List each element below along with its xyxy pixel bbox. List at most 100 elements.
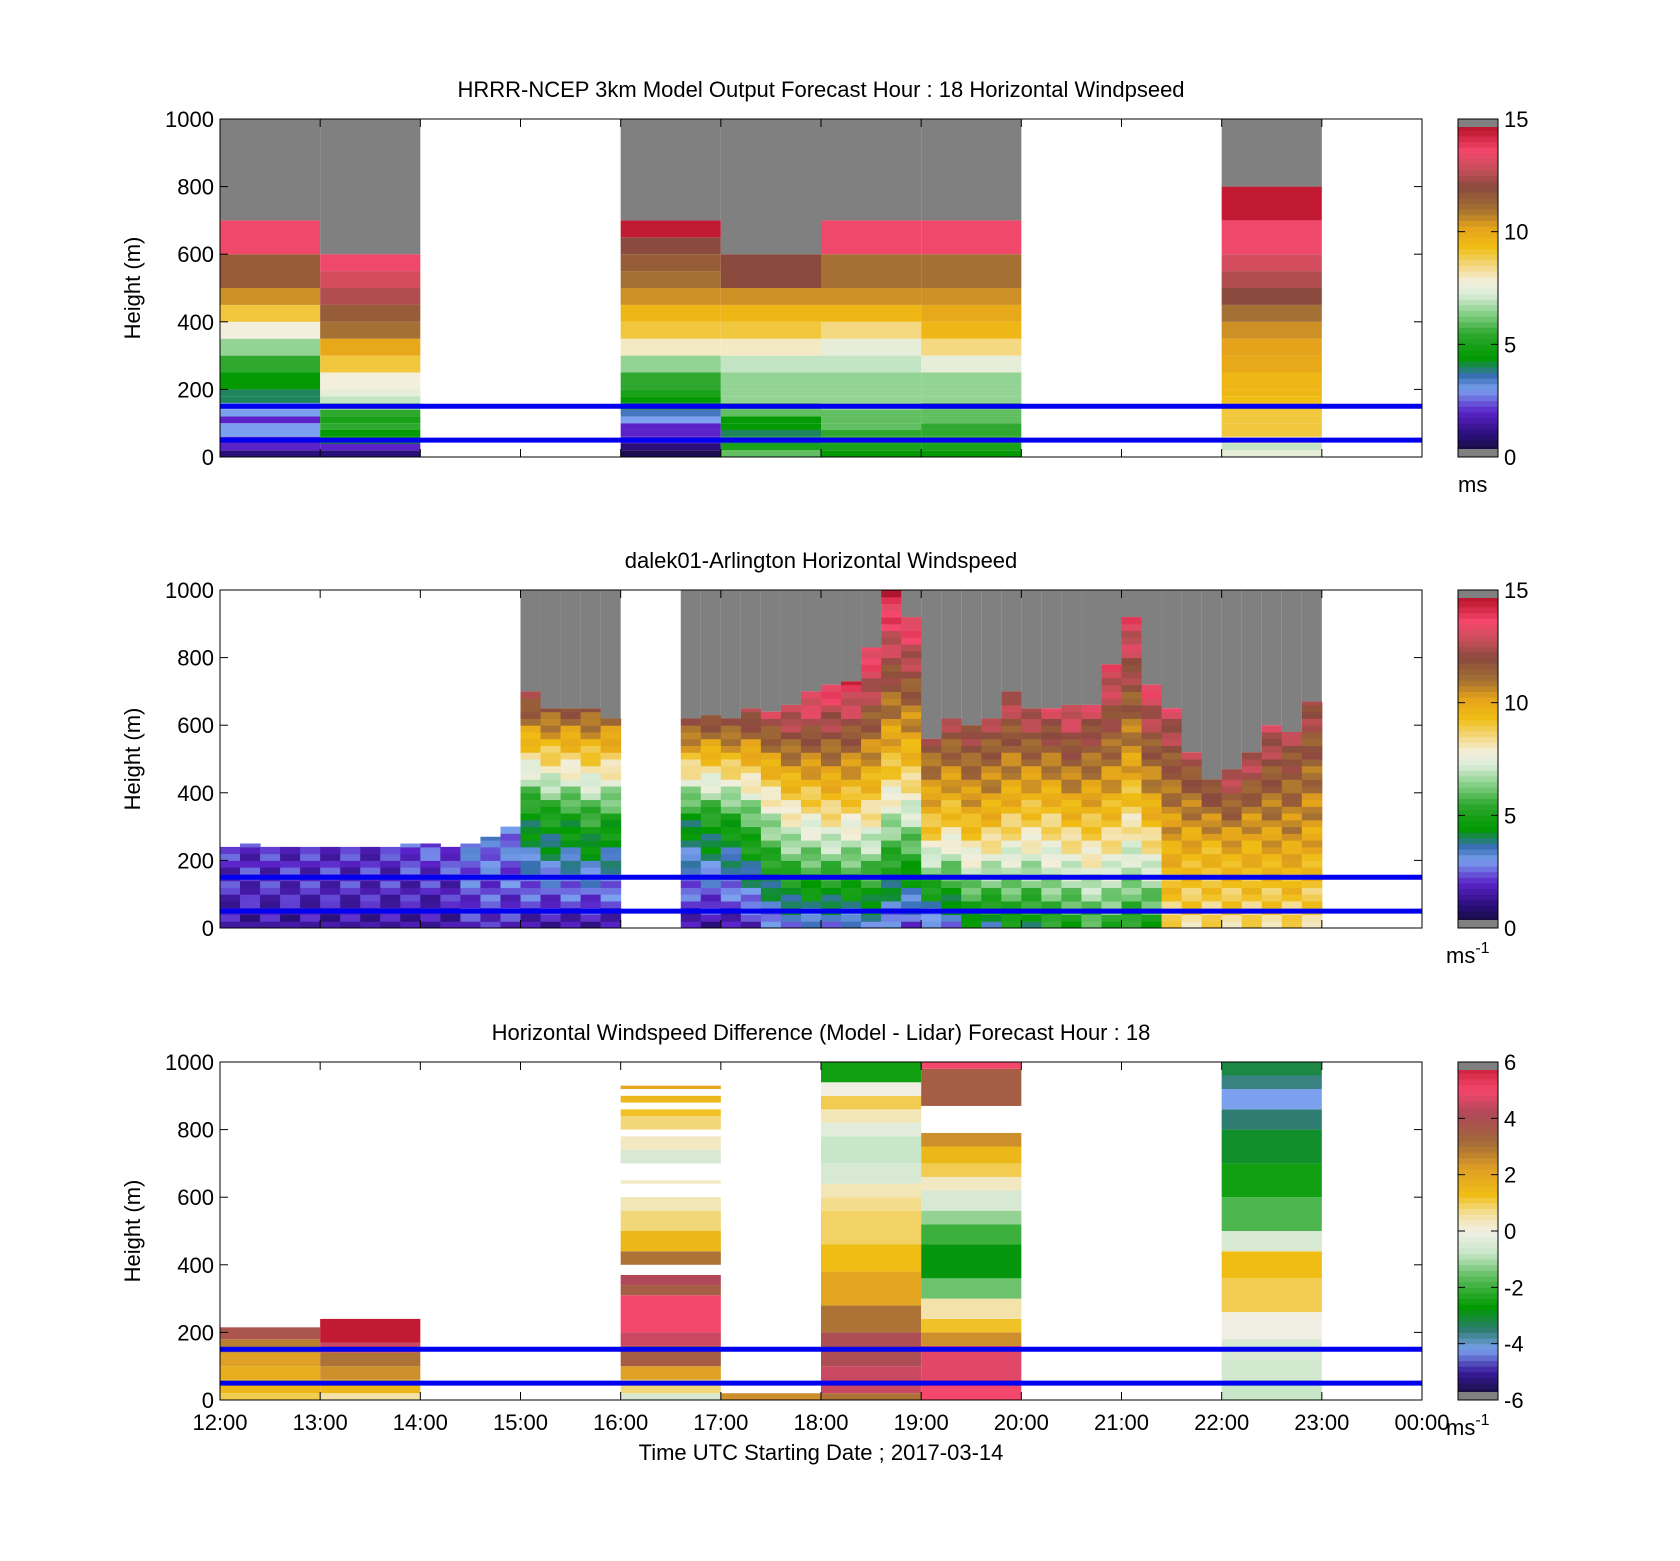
lidar-cell-46-29 xyxy=(1141,725,1163,733)
lidar-cell-53-24 xyxy=(1281,759,1303,767)
colorbar-swatch-29 xyxy=(1458,1231,1498,1238)
lidar-cell-27-26 xyxy=(760,745,782,753)
lidar-cell-34-0 xyxy=(901,921,922,929)
model-reference-lines xyxy=(220,403,1422,443)
lidar-cell-30-11 xyxy=(821,846,842,855)
lidar-cell-34-5 xyxy=(901,887,922,895)
lidar-colorbar-unit-exponent: -1 xyxy=(1475,940,1489,957)
lidar-cell-30-34 xyxy=(821,691,842,699)
lidar-cell-36-28 xyxy=(941,731,962,740)
lidar-cell-41-31 xyxy=(1041,711,1062,719)
lidar-cell-34-18 xyxy=(901,799,922,807)
lidar-cell-52-13 xyxy=(1261,833,1283,841)
lidar-missing-32 xyxy=(861,590,882,648)
lidar-cell-53-27 xyxy=(1281,738,1303,746)
lidar-cell-26-32 xyxy=(740,708,762,713)
lidar-cell-41-10 xyxy=(1041,853,1062,861)
lidar-cell-18-17 xyxy=(580,806,602,814)
lidar-cell-34-12 xyxy=(901,840,922,848)
lidar-cell-35-13 xyxy=(921,833,942,841)
lidar-cell-46-13 xyxy=(1141,833,1163,841)
lidar-cell-15-27 xyxy=(520,738,542,746)
lidar-cell-33-15 xyxy=(881,819,902,828)
heatmap-cell-4-8 xyxy=(821,396,922,403)
heatmap-cell-6-6 xyxy=(1221,409,1322,417)
lidar-cell-40-4 xyxy=(1021,894,1042,902)
lidar-cell-14-13 xyxy=(500,833,521,841)
lidar-cell-28-4 xyxy=(780,894,802,902)
colorbar-swatch-30 xyxy=(1458,1225,1498,1232)
lidar-cell-15-18 xyxy=(520,799,542,807)
lidar-cell-45-43 xyxy=(1121,630,1143,638)
lidar-cell-53-9 xyxy=(1281,860,1303,868)
lidar-cell-29-17 xyxy=(800,806,822,814)
lidar-missing-26 xyxy=(740,590,761,709)
lidar-cell-43-10 xyxy=(1081,853,1102,861)
lidar-cell-40-24 xyxy=(1021,759,1042,767)
lidar-cell-33-5 xyxy=(881,887,902,895)
lidar-cell-32-37 xyxy=(861,671,882,679)
colorbar-swatch-41 xyxy=(1458,691,1498,698)
lidar-cell-15-8 xyxy=(520,867,542,875)
lidar-cell-44-17 xyxy=(1101,806,1122,814)
lidar-cell-17-22 xyxy=(560,772,582,780)
lidar-cell-48-24 xyxy=(1181,759,1203,767)
lidar-cell-26-16 xyxy=(740,813,762,821)
lidar-cell-29-21 xyxy=(800,779,822,787)
lidar-cell-45-16 xyxy=(1121,813,1143,821)
lidar-cell-41-5 xyxy=(1041,887,1062,895)
colorbar-swatch-43 xyxy=(1458,1152,1498,1159)
lidar-cell-11-10 xyxy=(440,853,461,861)
lidar-cell-17-29 xyxy=(560,725,582,733)
lidar-cell-52-3 xyxy=(1261,900,1283,909)
lidar-cell-35-17 xyxy=(921,806,942,814)
lidar-cell-34-40 xyxy=(901,650,922,659)
lidar-cell-29-8 xyxy=(800,867,822,875)
lidar-cell-2-4 xyxy=(260,894,281,902)
lidar-cell-53-25 xyxy=(1281,752,1303,760)
lidar-cell-52-9 xyxy=(1261,860,1283,868)
lidar-cell-15-22 xyxy=(520,772,542,780)
lidar-cell-27-30 xyxy=(760,718,782,726)
heatmap-cell-6-4 xyxy=(1221,423,1322,430)
lidar-cell-29-32 xyxy=(800,704,822,713)
lidar-cell-18-29 xyxy=(580,725,602,733)
lidar-cell-45-17 xyxy=(1121,806,1143,814)
lidar-cell-18-14 xyxy=(580,826,602,834)
lidar-cell-14-5 xyxy=(500,887,521,895)
lidar-cell-33-8 xyxy=(881,867,902,875)
lidar-cell-45-21 xyxy=(1121,779,1143,787)
lidar-cell-47-28 xyxy=(1161,731,1183,740)
lidar-cell-52-17 xyxy=(1261,806,1283,814)
heatmap-cell-4-3 xyxy=(821,429,922,437)
lidar-cell-39-28 xyxy=(1001,731,1022,740)
heatmap-cell-3-13 xyxy=(720,321,821,339)
lidar-cell-46-30 xyxy=(1141,718,1163,726)
lidar-cell-15-9 xyxy=(520,860,542,868)
colorbar-swatch-9 xyxy=(1458,871,1498,878)
lidar-cell-24-27 xyxy=(700,738,722,746)
colorbar-swatch-36 xyxy=(1458,248,1498,255)
lidar-cell-25-25 xyxy=(720,752,742,760)
lidar-cell-42-21 xyxy=(1061,779,1082,787)
lidar-cell-25-15 xyxy=(720,819,742,828)
lidar-cell-33-34 xyxy=(881,691,902,699)
heatmap-cell-0-18 xyxy=(220,119,321,221)
lidar-cell-48-17 xyxy=(1181,806,1203,814)
lidar-cell-45-3 xyxy=(1121,900,1143,909)
lidar-cell-46-4 xyxy=(1141,894,1163,902)
lidar-cell-33-36 xyxy=(881,677,902,686)
lidar-cell-42-10 xyxy=(1061,853,1082,861)
lidar-missing-23 xyxy=(680,590,701,719)
lidar-cell-43-31 xyxy=(1081,711,1102,719)
lidar-cell-25-24 xyxy=(720,759,742,767)
colorbar-tick-label: 0 xyxy=(1504,1219,1516,1244)
lidar-cell-46-6 xyxy=(1141,880,1163,888)
lidar-cell-11-5 xyxy=(440,887,461,895)
lidar-cell-29-29 xyxy=(800,725,822,733)
lidar-cell-3-5 xyxy=(280,887,301,895)
heatmap-cell-2-5 xyxy=(620,1295,721,1333)
colorbar-swatch-10 xyxy=(1458,1338,1498,1345)
colorbar-swatch-24 xyxy=(1458,316,1498,323)
